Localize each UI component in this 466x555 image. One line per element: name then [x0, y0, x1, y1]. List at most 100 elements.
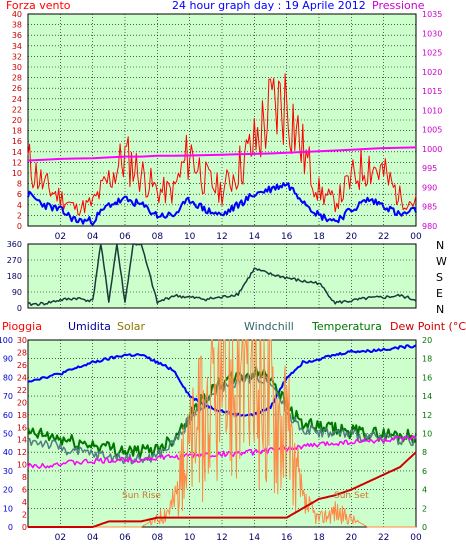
pressure-tick-label: 1020	[422, 68, 442, 77]
wind-speed-tick-label: 18	[12, 127, 22, 136]
pressione-label: Pressione	[372, 0, 425, 12]
x-tick-label: 16	[281, 533, 293, 543]
windchill-label: Windchill	[244, 320, 294, 333]
wind-speed-tick-label: 36	[12, 31, 22, 40]
wind-speed-tick-label: 6	[17, 190, 22, 199]
wind-speed-tick-label: 20	[12, 116, 22, 125]
direction-tick-label: 0	[17, 304, 22, 313]
temperature-tick-label: 8	[422, 448, 427, 457]
wind-speed-tick-label: 26	[12, 84, 22, 93]
direction-tick-label: 180	[7, 272, 22, 281]
wind-speed-tick-label: 2	[17, 211, 22, 220]
pressure-tick-label: 1010	[422, 106, 442, 115]
umidita-tick-label: 24	[17, 373, 27, 382]
wind-speed-tick-label: 34	[12, 42, 22, 51]
sun-set-label: Sun Set	[334, 491, 369, 501]
page-title: 24 hour graph day : 19 Aprile 2012	[172, 0, 366, 12]
wind-speed-tick-label: 22	[12, 105, 22, 114]
x-tick-label: 20	[346, 232, 358, 242]
umidita-tick-label: 4	[22, 498, 27, 507]
umidita-tick-label: 16	[17, 423, 27, 432]
wind-speed-tick-label: 30	[12, 63, 22, 72]
temperatura-label: Temperatura	[311, 320, 382, 333]
x-tick-label: 10	[184, 232, 196, 242]
wind-gust-series	[27, 73, 417, 216]
pioggia-tick-label: 70	[3, 392, 13, 401]
pioggia-tick-label: 40	[3, 448, 13, 457]
pioggia-tick-label: 90	[3, 355, 13, 364]
x-tick-label: 08	[152, 232, 164, 242]
pioggia-tick-label: 80	[3, 373, 13, 382]
direction-tick-label: 90	[12, 288, 22, 297]
temperature-tick-label: 0	[422, 523, 427, 532]
x-tick-label: 06	[119, 232, 131, 242]
pioggia-tick-label: 20	[3, 486, 13, 495]
temperature-tick-label: 20	[422, 336, 432, 345]
x-tick-label: 14	[249, 533, 261, 543]
umidita-tick-label: 28	[17, 348, 27, 357]
pressure-tick-label: 985	[422, 203, 437, 212]
wind-speed-tick-label: 14	[12, 148, 22, 157]
wind-speed-tick-label: 16	[12, 137, 22, 146]
wind-speed-tick-label: 24	[12, 95, 22, 104]
x-tick-label: 18	[313, 232, 325, 242]
temperature-tick-label: 10	[422, 430, 432, 439]
wind-speed-tick-label: 38	[12, 21, 22, 30]
umidita-tick-label: 12	[17, 448, 27, 457]
x-tick-label: 22	[378, 533, 389, 543]
direction-tick-label: 360	[7, 240, 22, 249]
direction-compass-label: N	[436, 239, 444, 252]
x-tick-label: 08	[152, 533, 164, 543]
temperature-tick-label: 16	[422, 373, 432, 382]
pioggia-tick-label: 100	[0, 336, 13, 345]
pressure-tick-label: 1025	[422, 49, 442, 58]
series-pioggia	[28, 451, 417, 528]
series-dew-point-c-	[27, 434, 417, 469]
x-tick-label: 22	[378, 232, 389, 242]
wind-speed-tick-label: 28	[12, 74, 22, 83]
x-tick-label: 02	[55, 232, 66, 242]
umidita-tick-label: 10	[17, 461, 27, 470]
pressure-tick-label: 1015	[422, 87, 442, 96]
x-tick-label: 12	[216, 533, 227, 543]
temperature-tick-label: 6	[422, 467, 427, 476]
umidita-tick-label: 0	[22, 523, 27, 532]
pressure-tick-label: 1030	[422, 29, 442, 38]
umidita-tick-label: 2	[22, 511, 27, 520]
pioggia-tick-label: 30	[3, 467, 13, 476]
direction-compass-label: N	[436, 303, 444, 316]
wind-speed-tick-label: 40	[12, 10, 22, 19]
umidita-tick-label: 20	[17, 398, 27, 407]
wind-speed-tick-label: 32	[12, 52, 22, 61]
pioggia-tick-label: 0	[8, 523, 13, 532]
wind-speed-tick-label: 4	[17, 201, 22, 210]
x-tick-label: 06	[119, 533, 131, 543]
pressure-tick-label: 1035	[422, 10, 442, 19]
pressure-tick-label: 1005	[422, 126, 442, 135]
x-tick-label: 18	[313, 533, 325, 543]
x-tick-label: 04	[87, 232, 99, 242]
temperature-tick-label: 14	[422, 392, 432, 401]
x-tick-label: 20	[346, 533, 358, 543]
pressure-tick-label: 995	[422, 164, 437, 173]
temperature-tick-label: 4	[422, 486, 427, 495]
direction-compass-label: W	[436, 255, 447, 268]
direction-compass-label: S	[436, 271, 443, 284]
wind-speed-tick-label: 10	[12, 169, 22, 178]
umidita-tick-label: 14	[17, 436, 27, 445]
pressure-series	[27, 146, 417, 162]
series-umidita	[27, 344, 417, 417]
umidita-tick-label: 22	[17, 386, 27, 395]
pioggia-tick-label: 60	[3, 411, 13, 420]
temperature-tick-label: 18	[422, 355, 432, 364]
pioggia-tick-label: 50	[3, 430, 13, 439]
x-tick-label: 16	[281, 232, 293, 242]
pressure-tick-label: 990	[422, 183, 437, 192]
umidita-tick-label: 6	[22, 486, 27, 495]
wind-speed-tick-label: 8	[17, 180, 22, 189]
umidita-label: Umidita	[68, 320, 111, 333]
x-tick-label: 14	[249, 232, 261, 242]
